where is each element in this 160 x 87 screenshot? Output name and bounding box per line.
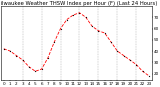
Title: Milwaukee Weather THSW Index per Hour (F) (Last 24 Hours): Milwaukee Weather THSW Index per Hour (F… — [0, 1, 157, 6]
